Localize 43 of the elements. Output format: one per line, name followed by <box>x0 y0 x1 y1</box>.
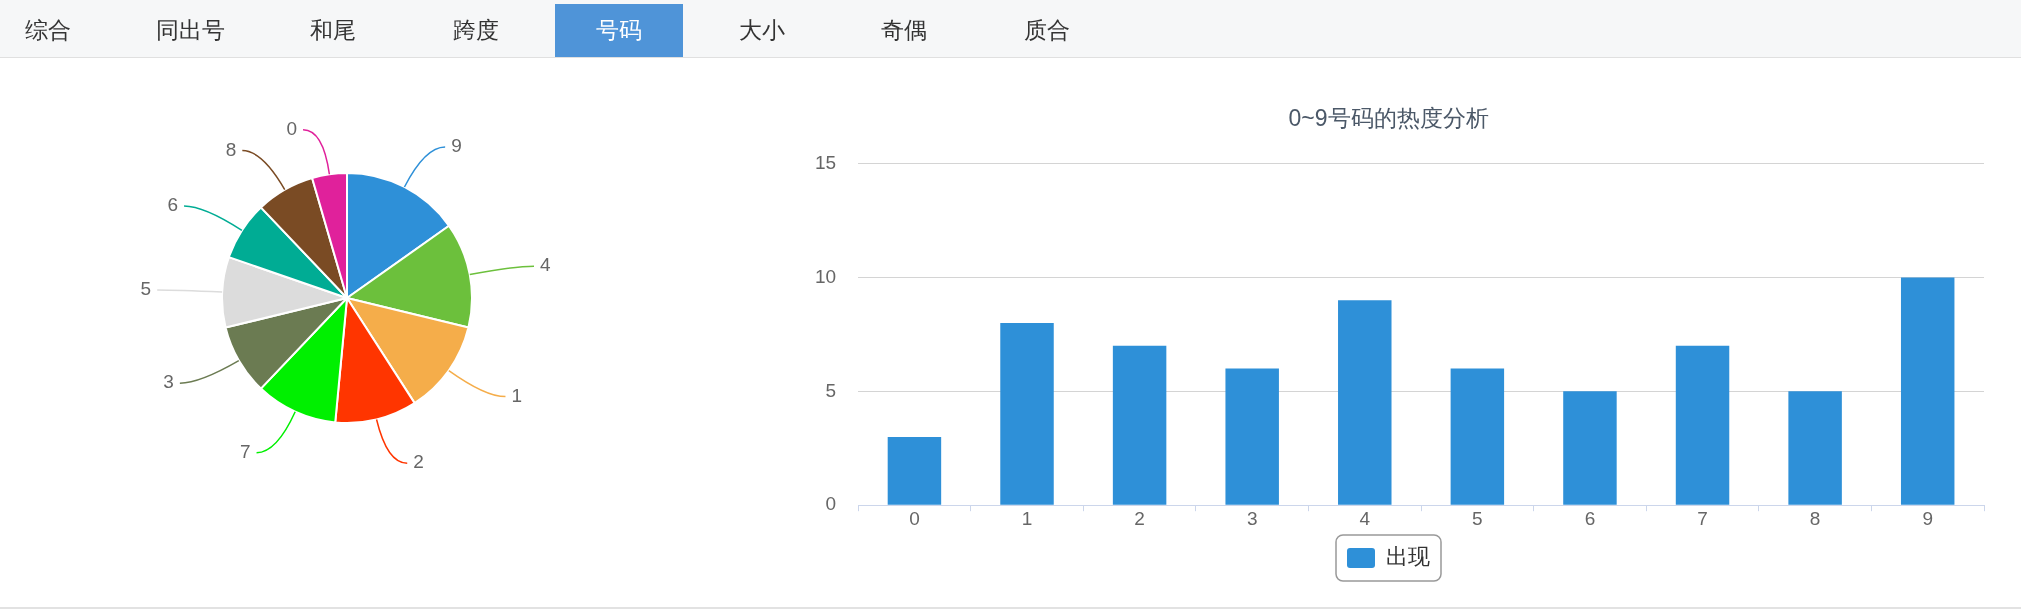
category-label: 大小 <box>737 16 786 45</box>
slice-label: 0 <box>286 117 298 139</box>
bar <box>1450 368 1505 505</box>
x-tick-label: 9 <box>1922 507 1933 529</box>
x-tick-label: 1 <box>1021 507 1033 529</box>
y-tick-label: 0 <box>825 493 837 515</box>
slice-label: 3 <box>163 371 174 393</box>
y-tick-label: 15 <box>814 151 837 173</box>
bar <box>1900 277 1955 505</box>
bar <box>1675 345 1730 505</box>
slice-label: 2 <box>413 451 424 473</box>
slice-label: 5 <box>140 278 152 300</box>
x-tick-label: 7 <box>1697 507 1708 529</box>
slice-label: 6 <box>167 194 179 216</box>
slice-label: 7 <box>239 440 251 462</box>
category-label: 综合 <box>24 16 72 45</box>
x-tick-label: 6 <box>1584 507 1596 529</box>
chart-title: 0~9号码的热度分析 <box>1288 105 1489 132</box>
bar <box>1112 345 1167 505</box>
category-label: 奇偶 <box>880 16 929 45</box>
x-tick-label: 3 <box>1246 507 1258 529</box>
slice-label: 8 <box>225 138 237 160</box>
category-label: 和尾 <box>309 16 358 45</box>
x-tick-label: 5 <box>1472 507 1483 529</box>
y-tick-label: 10 <box>814 265 837 287</box>
bar <box>887 436 942 505</box>
x-tick-label: 4 <box>1359 507 1371 529</box>
category-label: 跨度 <box>452 16 501 45</box>
slice-label: 9 <box>451 135 462 157</box>
x-tick-label: 0 <box>909 507 920 529</box>
bar <box>1225 368 1279 505</box>
bar <box>1338 300 1392 505</box>
bar <box>1563 391 1617 505</box>
x-tick-label: 2 <box>1134 507 1145 529</box>
slice-label: 4 <box>539 254 551 276</box>
slice-label: 1 <box>511 384 523 406</box>
category-label: 同出号 <box>155 16 227 45</box>
bar <box>1788 391 1842 505</box>
y-tick-label: 5 <box>825 379 837 401</box>
bar <box>1000 323 1054 505</box>
category-label: 质合 <box>1022 16 1071 45</box>
legend-label: 出现 <box>1386 544 1430 570</box>
x-tick-label: 8 <box>1809 507 1821 529</box>
